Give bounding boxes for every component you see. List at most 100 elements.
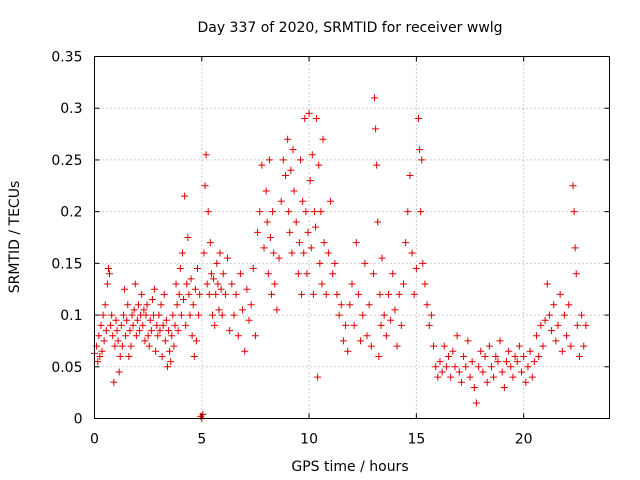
data-point (522, 378, 530, 386)
data-point (195, 311, 203, 319)
data-point (275, 254, 283, 262)
data-point (140, 306, 148, 314)
data-point (533, 332, 541, 340)
data-point (337, 301, 345, 309)
data-point (236, 270, 244, 278)
data-point (127, 342, 135, 350)
data-point (550, 301, 558, 309)
data-point (155, 311, 163, 319)
data-point (129, 321, 137, 329)
x-tick-label: 10 (300, 432, 318, 448)
data-point (214, 280, 222, 288)
data-point (200, 249, 208, 257)
data-point (292, 218, 300, 226)
data-point (287, 166, 295, 174)
data-point (367, 342, 375, 350)
data-point (298, 290, 306, 298)
data-point (377, 321, 385, 329)
data-point (212, 290, 220, 298)
data-point (95, 332, 103, 340)
x-axis-title: GPS time / hours (291, 459, 408, 475)
data-point (266, 234, 274, 241)
data-point (143, 301, 151, 309)
data-point (526, 347, 534, 355)
data-point (380, 311, 388, 319)
data-point (204, 208, 212, 216)
data-point (318, 280, 326, 288)
data-point (173, 301, 181, 309)
data-point (327, 197, 335, 205)
data-point (157, 301, 165, 309)
data-point (232, 290, 240, 298)
data-point (430, 342, 438, 350)
data-point (509, 373, 517, 381)
data-point (192, 337, 200, 345)
x-tick-label: 15 (407, 432, 425, 448)
data-point (142, 311, 150, 319)
data-point (393, 342, 401, 350)
x-tick-label: 0 (90, 432, 99, 448)
y-tick-label: 0.2 (60, 205, 82, 221)
data-point (126, 327, 134, 335)
data-point (171, 321, 179, 329)
plot-frame (94, 56, 610, 419)
data-point (314, 373, 322, 381)
data-point (498, 368, 506, 376)
data-point (440, 342, 448, 350)
data-point (169, 311, 177, 319)
data-point (384, 290, 392, 298)
data-point (457, 378, 465, 386)
data-point (442, 363, 450, 371)
data-point (177, 311, 185, 319)
data-point (359, 311, 367, 319)
data-point (165, 327, 173, 335)
data-point (270, 249, 278, 257)
data-point (289, 146, 297, 154)
data-point (170, 342, 178, 350)
data-point (410, 290, 418, 298)
data-point (196, 290, 204, 298)
data-point (397, 321, 405, 329)
data-point (329, 270, 337, 278)
data-point (556, 290, 564, 298)
data-point (187, 275, 195, 283)
data-point (213, 259, 221, 267)
data-point (104, 265, 112, 273)
data-point (423, 301, 431, 309)
data-point (301, 115, 309, 123)
data-point (201, 182, 209, 190)
data-point (294, 270, 302, 278)
data-point (558, 347, 566, 355)
data-point (369, 270, 377, 278)
grid (94, 56, 610, 419)
data-point (239, 306, 247, 314)
data-point (445, 352, 453, 360)
data-point (209, 311, 217, 319)
data-point (131, 280, 139, 288)
data-point (158, 352, 166, 360)
data-points (91, 94, 590, 422)
data-point (350, 321, 358, 329)
data-point (263, 218, 271, 226)
data-point (361, 259, 369, 267)
data-point (468, 358, 476, 366)
data-point (436, 358, 444, 366)
data-point (494, 358, 502, 366)
data-point (290, 187, 298, 195)
data-point (460, 352, 468, 360)
y-tick-label: 0.35 (51, 50, 82, 66)
data-point (303, 270, 311, 278)
data-point (387, 316, 395, 324)
data-point (190, 352, 198, 360)
data-point (106, 270, 114, 278)
data-point (305, 109, 313, 117)
data-point (487, 363, 495, 371)
data-point (148, 296, 156, 304)
data-point (400, 280, 407, 288)
data-point (262, 187, 270, 195)
data-point (154, 332, 162, 340)
data-point (138, 290, 146, 298)
data-point (109, 332, 117, 340)
data-point (218, 311, 226, 319)
data-point (500, 383, 508, 391)
